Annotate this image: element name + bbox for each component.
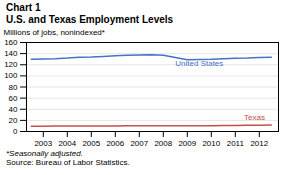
- svg-text:2005: 2005: [82, 139, 100, 148]
- html-text:U.S. and Texas Employment Leve: U.S. and Texas Employment Levels: [6, 14, 174, 25]
- html-text:*Seasonally adjusted.: *Seasonally adjusted.: [6, 149, 83, 158]
- svg-text:40: 40: [9, 105, 18, 114]
- svg-text:100: 100: [4, 71, 18, 80]
- svg-text:2011: 2011: [227, 139, 245, 148]
- svg-text:2010: 2010: [202, 139, 220, 148]
- svg-text:2006: 2006: [106, 139, 124, 148]
- svg-text:120: 120: [4, 60, 18, 69]
- svg-text:2012: 2012: [250, 139, 268, 148]
- svg-text:2008: 2008: [154, 139, 172, 148]
- svg-text:80: 80: [9, 83, 18, 92]
- svg-text:Millions of jobs, nonindexed*: Millions of jobs, nonindexed*: [4, 28, 105, 37]
- html-text:Chart 1: Chart 1: [6, 2, 41, 13]
- svg-text:United States: United States: [175, 59, 223, 68]
- svg-text:Texas: Texas: [244, 113, 265, 122]
- svg-text:60: 60: [9, 94, 18, 103]
- svg-text:2004: 2004: [58, 139, 76, 148]
- svg-text:140: 140: [4, 49, 18, 58]
- html-text:Source: Bureau of Labor Statis: Source: Bureau of Labor Statistics.: [6, 158, 130, 167]
- svg-text:20: 20: [9, 116, 18, 125]
- svg-text:2003: 2003: [34, 139, 52, 148]
- svg-text:2007: 2007: [130, 139, 148, 148]
- svg-text:0: 0: [13, 127, 18, 136]
- svg-text:160: 160: [4, 38, 18, 47]
- svg-text:2009: 2009: [178, 139, 196, 148]
